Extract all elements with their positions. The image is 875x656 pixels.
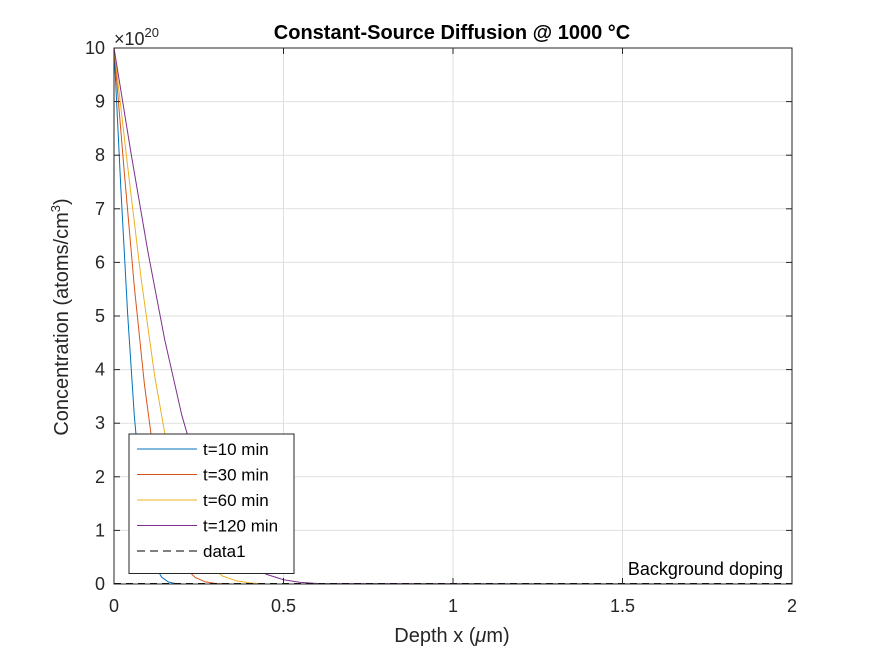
y-tick-label: 3 (95, 413, 105, 433)
tick-marks (113, 47, 793, 585)
y-tick-label: 0 (95, 574, 105, 594)
x-tick-label: 2 (787, 596, 797, 616)
y-exponent-base: ×10 (114, 29, 145, 49)
x-tick-label: 1.5 (610, 596, 635, 616)
y-tick-label: 6 (95, 252, 105, 272)
y-tick-label: 5 (95, 306, 105, 326)
y-tick-label: 10 (85, 38, 105, 58)
y-axis-label-main: Concentration (atoms/cm (51, 212, 73, 435)
annotation-background-doping: Background doping (628, 559, 783, 579)
x-axis-label-mu: μ (474, 625, 486, 647)
legend-label-4: data1 (203, 542, 246, 561)
y-tick-label: 9 (95, 92, 105, 112)
chart-title: Constant-Source Diffusion @ 1000 °C (274, 22, 630, 44)
x-tick-label: 0 (109, 596, 119, 616)
y-tick-label: 1 (95, 520, 105, 540)
legend: t=10 min t=30 min t=60 min t=120 min data1 (128, 433, 295, 574)
y-tick-label: 4 (95, 360, 105, 380)
x-tick-label: 1 (448, 596, 458, 616)
y-axis-label-end: ) (51, 198, 73, 205)
x-tick-labels: 0 0.5 1 1.5 2 (109, 596, 797, 616)
legend-box (128, 433, 295, 574)
x-axis-label-pre: Depth x ( (394, 625, 475, 647)
legend-label-3: t=120 min (203, 517, 278, 536)
y-tick-label: 8 (95, 145, 105, 165)
x-axis-label-post: m) (486, 625, 509, 647)
y-tick-labels: 0 1 2 3 4 5 6 7 8 9 10 (85, 38, 105, 594)
legend-label-1: t=30 min (203, 466, 269, 485)
y-tick-label: 7 (95, 199, 105, 219)
y-axis-label: Concentration (atoms/cm3) (48, 198, 73, 435)
x-tick-label: 0.5 (271, 596, 296, 616)
y-axis-label-sup: 3 (48, 205, 63, 212)
legend-label-0: t=10 min (203, 440, 269, 459)
y-exponent-label: ×1020 (114, 25, 159, 49)
y-tick-label: 2 (95, 467, 105, 487)
legend-label-2: t=60 min (203, 491, 269, 510)
y-exponent-power: 20 (145, 25, 159, 40)
x-axis-label: Depth x (μm) (394, 625, 509, 647)
